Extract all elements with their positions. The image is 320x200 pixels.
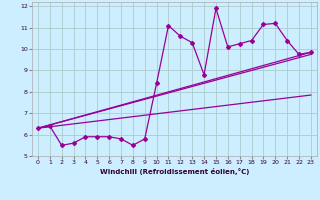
X-axis label: Windchill (Refroidissement éolien,°C): Windchill (Refroidissement éolien,°C) xyxy=(100,168,249,175)
